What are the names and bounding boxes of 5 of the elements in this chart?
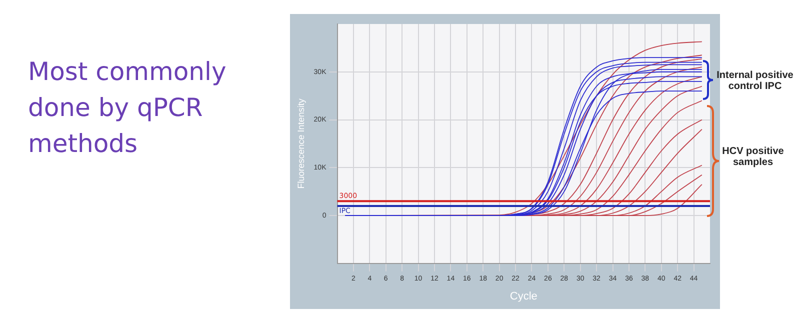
x-axis-title: Cycle: [510, 290, 538, 302]
text: Internal positive control IPC: [716, 70, 794, 92]
text: Most commonly done by qPCR methods: [28, 56, 228, 160]
text: HCV positive samples: [721, 146, 785, 168]
y-axis-title: Fluorescence Intensity: [296, 98, 306, 189]
